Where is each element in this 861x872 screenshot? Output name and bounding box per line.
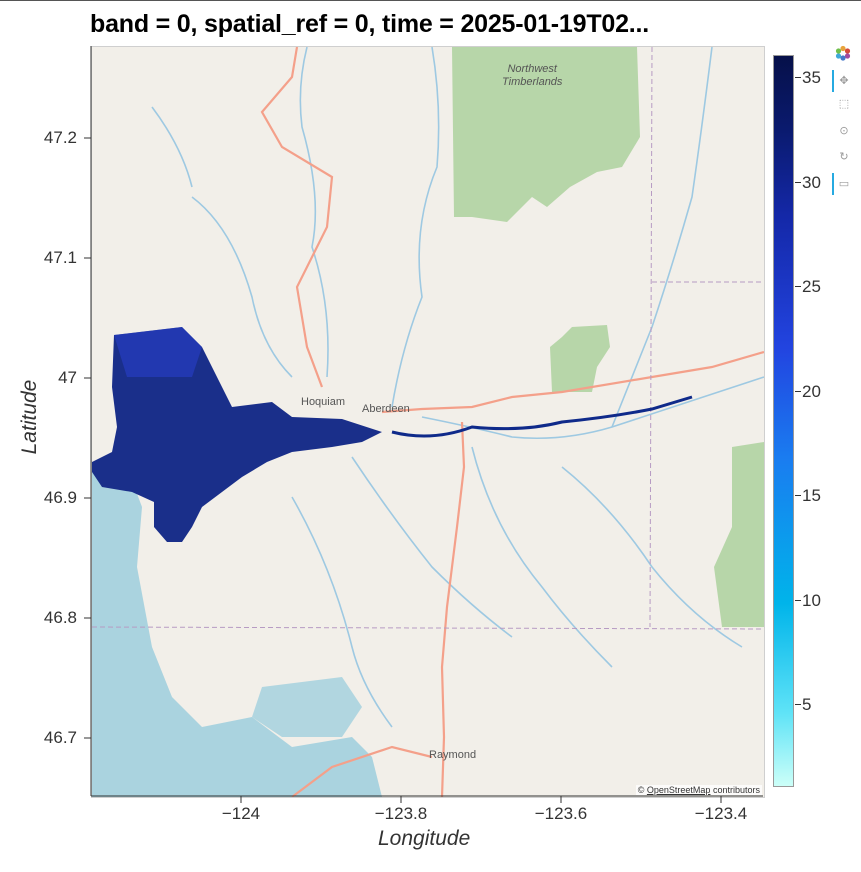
cbar-label-25: 25 [802, 277, 821, 296]
basemap-svg [92, 47, 764, 797]
osm-attribution: © OpenStreetMap contributors [635, 785, 762, 795]
cbar-label-20: 20 [802, 382, 821, 401]
x-tick-neg123-8: −123.8 [374, 804, 428, 823]
cbar-label-35: 35 [802, 68, 821, 87]
flood-extent-main [92, 327, 382, 542]
willapa-bay [252, 677, 362, 737]
cbar-label-10: 10 [802, 591, 821, 610]
forest-northwest-timberlands [452, 47, 640, 222]
label-northwest-timberlands: Northwest Timberlands [502, 63, 563, 88]
y-tick-46-8: 46.8 [43, 608, 77, 627]
reset-icon[interactable]: ↻ [839, 151, 849, 163]
colorbar [773, 55, 794, 787]
cbar-tick-35 [795, 77, 801, 78]
y-tick-46-9: 46.9 [43, 488, 77, 507]
x-tick-neg123-4: −123.4 [694, 804, 748, 823]
pan-active-indicator [832, 70, 834, 92]
cbar-tick-10 [795, 600, 801, 601]
cbar-tick-20 [795, 391, 801, 392]
hover-icon[interactable]: ▭ [838, 178, 850, 190]
forest-patch-far-east [714, 442, 764, 627]
hover-active-indicator [832, 173, 834, 195]
cbar-tick-25 [795, 286, 801, 287]
top-border [0, 0, 861, 1]
x-axis-label: Longitude [378, 827, 471, 850]
y-tick-46-7: 46.7 [43, 728, 77, 747]
box-zoom-icon[interactable]: ⬚ [838, 98, 850, 110]
y-tick-47-2: 47.2 [43, 128, 77, 147]
x-tick-neg124: −124 [221, 804, 261, 823]
label-aberdeen: Aberdeen [362, 403, 410, 415]
cbar-tick-5 [795, 704, 801, 705]
osm-link[interactable]: OpenStreetMap [646, 785, 711, 795]
y-tick-47: 47 [58, 368, 77, 387]
forest-patch-east [550, 325, 610, 392]
label-raymond: Raymond [429, 749, 477, 761]
bokeh-logo-icon[interactable] [835, 45, 851, 61]
y-axis-label: Latitude [18, 379, 41, 455]
cbar-label-15: 15 [802, 486, 821, 505]
county-borders [92, 47, 764, 630]
flood-extent-north [114, 327, 202, 377]
cbar-label-5: 5 [802, 695, 812, 714]
attr-prefix: © [637, 785, 645, 795]
river-flood-line [391, 395, 693, 438]
plot-title: band = 0, spatial_ref = 0, time = 2025-0… [90, 10, 650, 38]
ocean-water [92, 467, 382, 797]
y-tick-47-1: 47.1 [43, 248, 77, 267]
pan-icon[interactable]: ✥ [839, 75, 849, 87]
cbar-tick-15 [795, 495, 801, 496]
cbar-label-30: 30 [802, 173, 821, 192]
highways [260, 47, 764, 797]
x-tick-neg123-6: −123.6 [534, 804, 588, 823]
label-hoquiam: Hoquiam [301, 396, 346, 408]
map-plot-area[interactable]: Northwest Timberlands Hoquiam Aberdeen Ra… [91, 46, 765, 798]
attr-suffix: contributors [712, 785, 760, 795]
cbar-tick-30 [795, 182, 801, 183]
wheel-zoom-icon[interactable]: ⊙ [839, 125, 849, 137]
